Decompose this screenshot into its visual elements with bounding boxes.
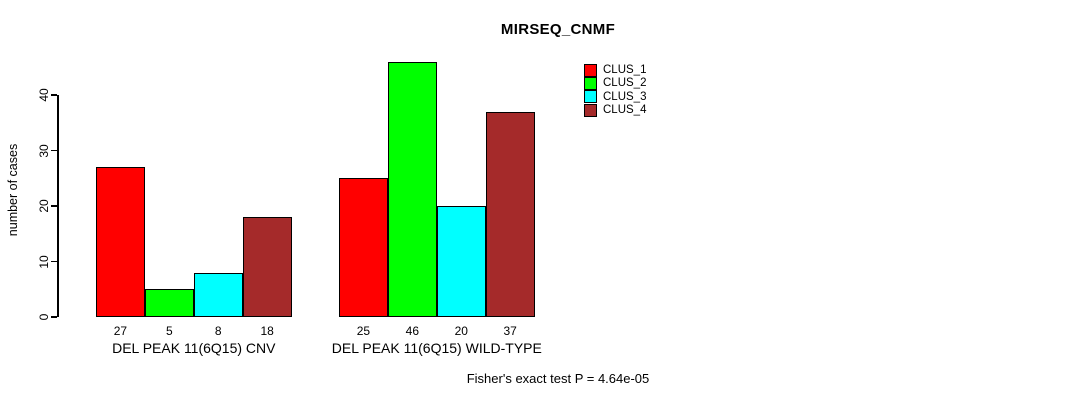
legend-row: CLUS_1	[584, 63, 647, 77]
legend-label: CLUS_1	[603, 64, 647, 77]
chart-title: MIRSEQ_CNMF	[500, 21, 616, 38]
bar-value-label: 25	[356, 324, 371, 338]
bar-clus_4-group2	[485, 111, 535, 317]
bar-clus_1-group1	[96, 167, 145, 317]
legend: CLUS_1 CLUS_2 CLUS_3 CLUS_4	[584, 63, 647, 117]
bar-value-label: 18	[260, 324, 274, 338]
bar-value-label: 46	[405, 324, 420, 338]
footer-annotation: Fisher's exact test P = 4.64e-05	[466, 371, 650, 386]
bar-value-label: 37	[503, 324, 517, 338]
bar-clus_3-group2	[436, 206, 486, 317]
y-tick	[51, 149, 57, 152]
y-tick	[51, 94, 57, 96]
legend-swatch-clus_2	[584, 76, 597, 90]
bar-clus_3-group1	[193, 272, 243, 317]
bar-clus_4-group1	[242, 217, 292, 317]
legend-label: CLUS_2	[603, 77, 647, 90]
y-tick-label-text: 40	[37, 88, 51, 102]
y-axis-title-text: number of cases	[6, 143, 20, 237]
bar-value-label: 27	[113, 324, 128, 338]
legend-swatch-clus_4	[584, 103, 597, 117]
legend-swatch-clus_1	[584, 63, 597, 77]
y-axis-line	[57, 95, 59, 317]
legend-swatch-clus_3	[584, 90, 597, 104]
bar-value-label: 5	[166, 324, 173, 338]
bar-value-label: 20	[454, 324, 468, 338]
bar-clus_1-group2	[339, 178, 388, 317]
legend-row: CLUS_2	[584, 76, 647, 90]
y-tick-label-text: 30	[37, 143, 51, 158]
y-tick-label-text: 20	[37, 199, 51, 213]
bar-value-label: 8	[214, 324, 222, 338]
y-tick-label-text: 0	[37, 313, 51, 321]
y-tick-label-text: 10	[37, 254, 51, 269]
bar-clus_2-group2	[387, 61, 437, 317]
y-tick	[51, 205, 57, 207]
group-label: DEL PEAK 11(6Q15) WILD-TYPE	[331, 340, 542, 356]
bar-clus_2-group1	[144, 289, 194, 317]
y-tick	[51, 260, 57, 263]
group-label: DEL PEAK 11(6Q15) CNV	[112, 340, 276, 356]
legend-label: CLUS_3	[603, 90, 647, 103]
y-tick	[51, 316, 57, 318]
legend-row: CLUS_3	[584, 90, 647, 104]
legend-label: CLUS_4	[603, 104, 647, 117]
legend-row: CLUS_4	[584, 103, 647, 117]
